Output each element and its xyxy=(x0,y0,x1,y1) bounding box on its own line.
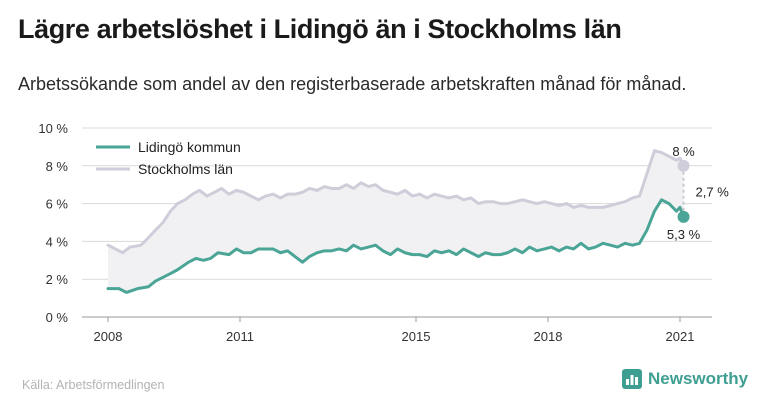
brand-name: Newsworthy xyxy=(648,369,749,388)
x-tick-label: 2008 xyxy=(94,329,123,344)
end-marker xyxy=(677,210,690,223)
x-tick-label: 2021 xyxy=(666,329,695,344)
x-tick-label: 2011 xyxy=(226,329,254,344)
legend-label: Lidingö kommun xyxy=(138,139,241,155)
series-line xyxy=(106,198,686,294)
y-tick-label: 4 % xyxy=(46,234,69,249)
legend-label: Stockholms län xyxy=(138,161,233,177)
series-line xyxy=(106,149,686,255)
chart-title: Lägre arbetslöshet i Lidingö än i Stockh… xyxy=(18,14,622,44)
chart-subtitle: Arbetssökande som andel av den registerb… xyxy=(18,74,687,94)
y-tick-label: 10 % xyxy=(38,121,68,136)
source-note: Källa: Arbetsförmedlingen xyxy=(22,378,165,392)
end-marker xyxy=(677,159,690,172)
y-tick-label: 0 % xyxy=(46,310,69,325)
y-tick-label: 8 % xyxy=(46,159,69,174)
end-value-label: 5,3 % xyxy=(667,227,701,242)
x-tick-label: 2018 xyxy=(534,329,563,344)
gap-value-label: 2,7 % xyxy=(696,184,730,199)
y-tick-label: 6 % xyxy=(46,197,69,212)
bar-chart-icon xyxy=(622,369,642,389)
y-tick-label: 2 % xyxy=(46,272,69,287)
brand-logo: Newsworthy xyxy=(622,369,748,389)
line-chart: 0 % 2 % 4 % 6 % 8 % 10 % 2008 2011 2015 2018 2021 8… xyxy=(38,121,730,344)
x-tick-label: 2015 xyxy=(402,329,431,344)
gap-area xyxy=(108,150,684,293)
end-value-label: 8 % xyxy=(672,144,695,159)
